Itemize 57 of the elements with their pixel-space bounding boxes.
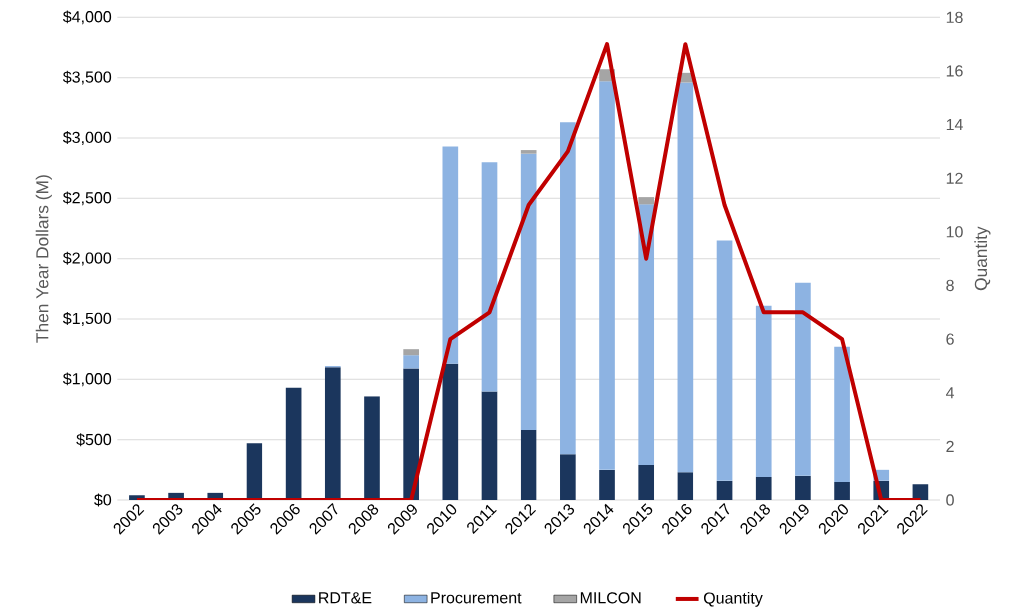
bar: [638, 197, 655, 205]
bar: [638, 204, 655, 466]
y2-tick-label: 4: [945, 387, 955, 399]
bar: [716, 240, 733, 481]
bar: [403, 368, 419, 500]
bar: [677, 472, 694, 500]
bar: [324, 367, 341, 500]
bar: [481, 162, 498, 392]
bar: [834, 346, 850, 482]
y-tick-label: $2,500: [62, 191, 112, 206]
bar: [599, 469, 615, 500]
bar: [442, 363, 459, 500]
legend-label: Quantity: [703, 591, 763, 607]
bar: [403, 349, 419, 356]
bar: [716, 480, 733, 500]
y-tick-label: $500: [76, 433, 112, 447]
y-tick-label: $3,500: [62, 70, 112, 85]
bar: [795, 475, 811, 500]
bar: [677, 82, 694, 473]
bar: [520, 153, 537, 431]
y2-tick-label: 0: [946, 494, 954, 506]
bar: [481, 391, 498, 500]
bar: [442, 146, 459, 364]
y-tick-label: $4,000: [62, 10, 112, 25]
bar: [912, 484, 929, 500]
bar: [755, 477, 772, 500]
y2-tick-label: 16: [946, 65, 963, 77]
bar: [520, 430, 537, 500]
bar: [520, 150, 537, 154]
y2-tick-label: 10: [946, 226, 963, 238]
legend-label: RDT&E: [319, 592, 372, 604]
y2-tick-label: 6: [946, 333, 954, 345]
y2-axis-title: Quantity: [974, 226, 991, 291]
y-axis-title: Then Year Dollars (M): [35, 175, 52, 343]
y-tick-label: $1,000: [62, 372, 112, 387]
y2-tick-label: 2: [946, 440, 954, 452]
bar: [795, 282, 811, 476]
y2-tick-label: 14: [946, 119, 963, 131]
bar: [246, 443, 263, 500]
bar: [599, 81, 615, 470]
bar: [638, 465, 655, 500]
y2-tick-label: 12: [946, 172, 963, 184]
bar: [834, 481, 850, 500]
legend-label: Procurement: [431, 592, 522, 604]
bar: [403, 355, 419, 369]
bar: [364, 396, 380, 500]
y2-tick-label: 8: [946, 279, 954, 292]
y-tick-label: $1,500: [62, 312, 112, 326]
legend-label: MILCON: [580, 592, 641, 604]
y2-tick-label: 18: [946, 11, 963, 23]
y-tick-label: $2,000: [62, 251, 112, 266]
bar: [285, 387, 302, 500]
bar: [560, 454, 576, 500]
y-tick-label: $3,000: [62, 131, 112, 145]
y-tick-label: $0: [94, 493, 112, 507]
bar: [755, 305, 772, 478]
bar: [560, 122, 576, 455]
